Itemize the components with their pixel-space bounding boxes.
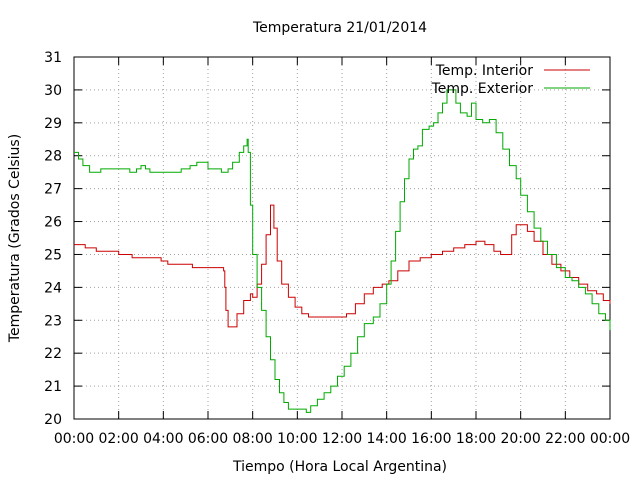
y-tick-label: 25	[44, 247, 62, 263]
x-tick-labels: 00:00 02:00 04:00 06:00 08:00 10:00 12:00 14:00…	[54, 431, 630, 447]
x-tick-label: 00:00	[590, 431, 630, 447]
x-tick-label: 02:00	[98, 431, 138, 447]
y-tick-label: 21	[44, 379, 62, 395]
y-tick-label: 28	[44, 149, 62, 165]
series-line-exterior	[74, 89, 611, 413]
legend: Temp. Interior Temp. Exterior	[431, 63, 590, 97]
x-axis-label: Tiempo (Hora Local Argentina)	[232, 459, 447, 475]
x-tick-label: 18:00	[456, 431, 496, 447]
x-tick-label: 10:00	[277, 431, 317, 447]
x-tick-label: 08:00	[232, 431, 272, 447]
y-tick-label: 29	[44, 116, 62, 132]
x-tick-label: 00:00	[54, 431, 94, 447]
y-tick-label: 31	[44, 50, 62, 66]
x-tick-label: 12:00	[322, 431, 362, 447]
legend-label: Temp. Interior	[435, 63, 534, 79]
y-tick-label: 22	[44, 346, 62, 362]
y-tick-labels: 20 21 22 23 24 25 26 27 28 29 30 31	[44, 50, 62, 428]
y-tick-label: 20	[44, 412, 62, 428]
series-line-interior	[74, 204, 611, 328]
y-tick-label: 23	[44, 313, 62, 329]
y-tick-label: 24	[44, 280, 62, 296]
x-tick-label: 22:00	[545, 431, 585, 447]
x-tick-label: 04:00	[143, 431, 183, 447]
x-tick-label: 20:00	[500, 431, 540, 447]
axis-ticks	[73, 56, 611, 420]
y-axis-label: Temperatura (Grados Celsius)	[7, 134, 23, 343]
y-tick-label: 30	[44, 83, 62, 99]
series-lines	[74, 89, 611, 413]
x-tick-label: 06:00	[188, 431, 228, 447]
legend-label: Temp. Exterior	[431, 81, 534, 97]
y-tick-label: 27	[44, 182, 62, 198]
y-tick-label: 26	[44, 215, 62, 231]
x-tick-label: 14:00	[366, 431, 406, 447]
x-tick-label: 16:00	[411, 431, 451, 447]
chart-title: Temperatura 21/01/2014	[252, 20, 427, 36]
